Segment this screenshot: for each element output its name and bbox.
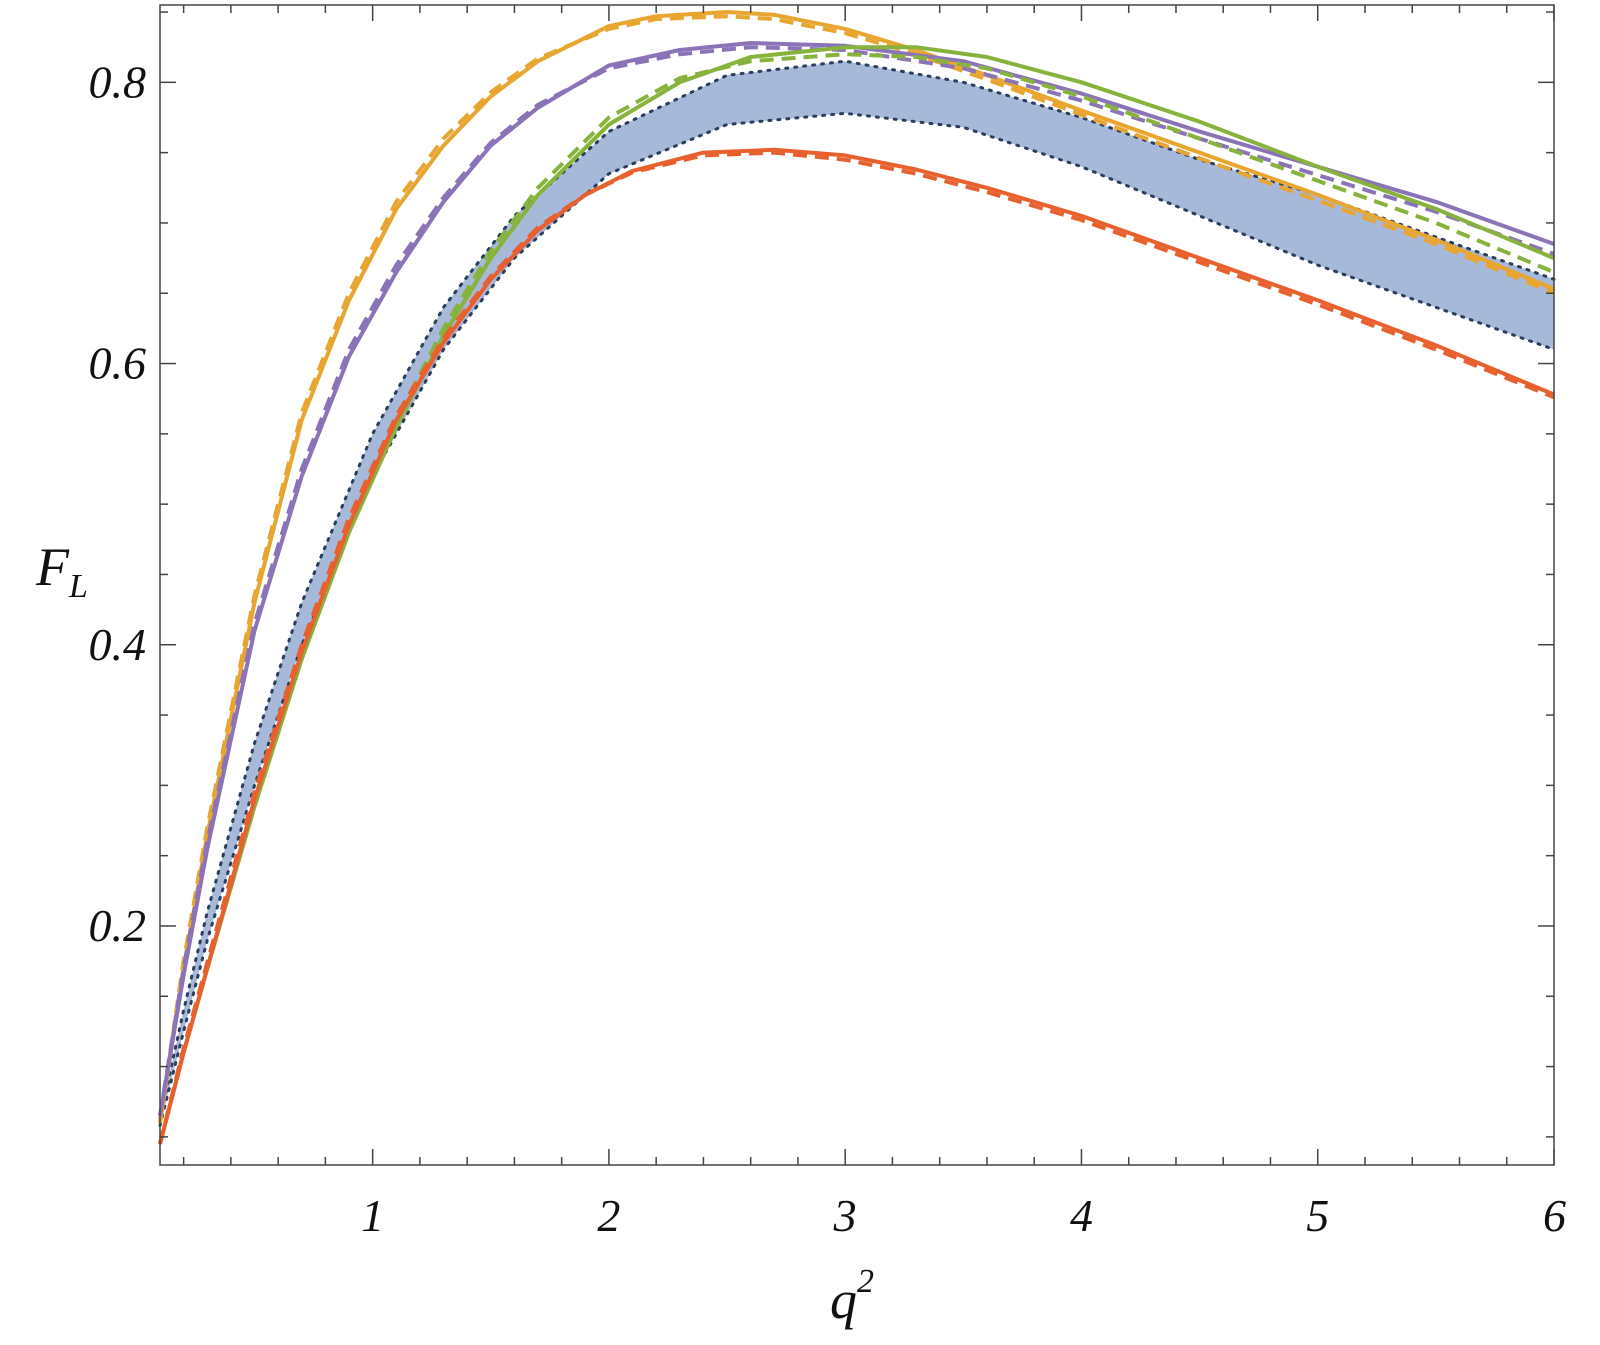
x-tick-label: 6 (1543, 1190, 1566, 1241)
series-4-solid-line (158, 147, 1555, 1145)
x-tick-label: 3 (833, 1190, 857, 1241)
y-axis-title: FL (35, 537, 88, 605)
uncertainty-band-layer (158, 59, 1556, 1128)
x-axis-title: q2 (830, 1263, 874, 1330)
series-3-solid-line (158, 45, 1555, 1145)
series-4-dashed-line (158, 150, 1555, 1145)
series-2-solid-line (158, 41, 1555, 1117)
x-tick-label: 5 (1306, 1190, 1329, 1241)
y-tick-label: 0.2 (89, 900, 147, 951)
x-tick-label: 4 (1070, 1190, 1093, 1241)
x-tick-label: 2 (597, 1190, 620, 1241)
x-axis-title-sup: 2 (857, 1263, 874, 1300)
y-tick-label: 0.4 (89, 619, 147, 670)
y-axis-title-base: F (35, 537, 70, 597)
band-lower-edge (158, 111, 1556, 1128)
plot-frame (159, 4, 1555, 1166)
y-tick-label: 0.8 (89, 56, 147, 107)
y-axis-title-sub: L (68, 568, 88, 605)
y-tick-label: 0.6 (89, 338, 147, 389)
tick-layer (160, 5, 1555, 1165)
uncertainty-band-fill (160, 61, 1554, 1126)
series-1-solid-line (158, 10, 1555, 1124)
x-tick-label: 1 (361, 1190, 384, 1241)
x-axis-title-base: q (830, 1270, 857, 1330)
tick-label-layer: 1 2 3 4 5 6 0.2 0.4 0.6 0.8 (89, 56, 1567, 1241)
series-layer (158, 10, 1555, 1145)
series-1-dashed-line (158, 14, 1555, 1124)
